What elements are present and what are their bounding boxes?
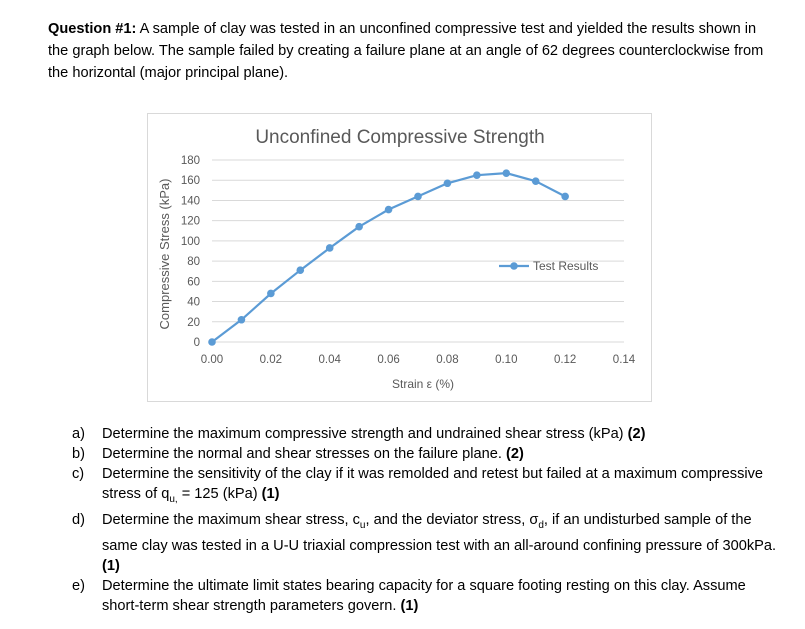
y-tick-label: 100 xyxy=(181,236,200,248)
question-parts: a) Determine the maximum compressive stre… xyxy=(72,424,784,616)
part-e-text: Determine the ultimate limit states bear… xyxy=(102,577,746,614)
y-tick-label: 80 xyxy=(187,256,200,268)
legend-label: Test Results xyxy=(533,259,598,273)
data-point xyxy=(502,169,511,177)
y-tick-label: 180 xyxy=(181,155,200,167)
series-test-results xyxy=(208,169,569,346)
data-point xyxy=(561,192,569,201)
x-axis-label: Strain ε (%) xyxy=(392,377,454,391)
x-tick-label: 0.00 xyxy=(201,354,223,366)
part-b-points: (2) xyxy=(505,446,524,462)
data-point xyxy=(325,244,334,252)
legend-marker-swatch xyxy=(510,262,518,270)
data-point xyxy=(531,177,540,186)
x-tick-label: 0.14 xyxy=(613,354,636,366)
y-tick-label: 60 xyxy=(187,276,200,288)
part-d-subscript-u: u xyxy=(359,519,366,531)
question-text: A sample of clay was tested in an unconf… xyxy=(48,21,764,81)
y-tick-label: 40 xyxy=(187,297,200,309)
y-tick-labels: 0 20 40 60 80 100 120 140 160 180 xyxy=(181,155,200,349)
data-point xyxy=(208,338,216,346)
part-e: e) Determine the ultimate limit states be… xyxy=(72,576,784,616)
y-axis-label: Compressive Stress (kPa) xyxy=(157,179,172,330)
data-point xyxy=(296,266,305,275)
chart-title: Unconfined Compressive Strength xyxy=(255,127,544,148)
x-tick-label: 0.06 xyxy=(377,354,399,366)
part-d-label: d) xyxy=(72,511,85,528)
part-e-points: (1) xyxy=(400,597,419,614)
part-c-text-pre: Determine the sensitivity of the clay if… xyxy=(102,466,764,502)
part-c: c) Determine the sensitivity of the clay … xyxy=(72,464,784,510)
data-point xyxy=(355,222,363,231)
x-tick-label: 0.10 xyxy=(495,354,517,366)
data-point xyxy=(473,171,481,179)
chart-container: Unconfined Compressive Strength 0 20 40 60 8… xyxy=(147,113,652,402)
part-b-text: Determine the normal and shear stresses … xyxy=(102,446,506,462)
y-tick-label: 160 xyxy=(181,175,200,187)
x-tick-label: 0.08 xyxy=(436,354,458,366)
part-e-label: e) xyxy=(72,577,85,594)
y-tick-label: 20 xyxy=(187,317,200,329)
x-tick-labels: 0.00 0.02 0.04 0.06 0.08 0.10 0.12 0.14 xyxy=(201,354,636,366)
part-c-text-post: = 125 (kPa) xyxy=(177,486,262,502)
x-tick-label: 0.04 xyxy=(319,354,342,366)
data-point xyxy=(443,179,452,188)
question-intro: Question #1: A sample of clay was tested… xyxy=(48,18,768,84)
part-a-points: (2) xyxy=(627,426,646,442)
y-tick-label: 120 xyxy=(181,216,200,228)
grid-lines xyxy=(212,159,624,343)
y-tick-label: 0 xyxy=(194,337,200,349)
part-a: a) Determine the maximum compressive stre… xyxy=(72,424,784,444)
data-point xyxy=(237,315,246,324)
line-chart: Unconfined Compressive Strength 0 20 40 60 8… xyxy=(157,127,636,391)
part-b: b) Determine the normal and shear stresse… xyxy=(72,444,784,464)
x-tick-label: 0.02 xyxy=(260,354,282,366)
part-d-points: (1) xyxy=(102,557,120,574)
part-d: d) Determine the maximum shear stress, cu… xyxy=(72,510,784,576)
data-point xyxy=(414,192,422,201)
part-c-subscript: u, xyxy=(169,493,178,505)
data-point xyxy=(384,205,393,214)
part-d-subscript-d: d xyxy=(538,519,544,531)
x-tick-label: 0.12 xyxy=(554,354,576,366)
series-line xyxy=(211,171,566,343)
part-a-text: Determine the maximum compressive streng… xyxy=(102,426,628,442)
question-label: Question #1: xyxy=(48,21,137,37)
part-c-label: c) xyxy=(72,466,85,482)
y-tick-label: 140 xyxy=(181,195,200,207)
part-d-text-c: , if an undisturbed sample of the same c… xyxy=(102,511,777,554)
part-b-label: b) xyxy=(72,446,85,462)
part-d-text-a: Determine the maximum shear stress, c xyxy=(102,511,360,528)
part-c-points: (1) xyxy=(261,486,280,502)
part-a-label: a) xyxy=(72,426,85,442)
legend: Test Results xyxy=(499,259,598,273)
part-d-text-b: , and the deviator stress, σ xyxy=(365,511,539,528)
data-point xyxy=(267,289,275,298)
